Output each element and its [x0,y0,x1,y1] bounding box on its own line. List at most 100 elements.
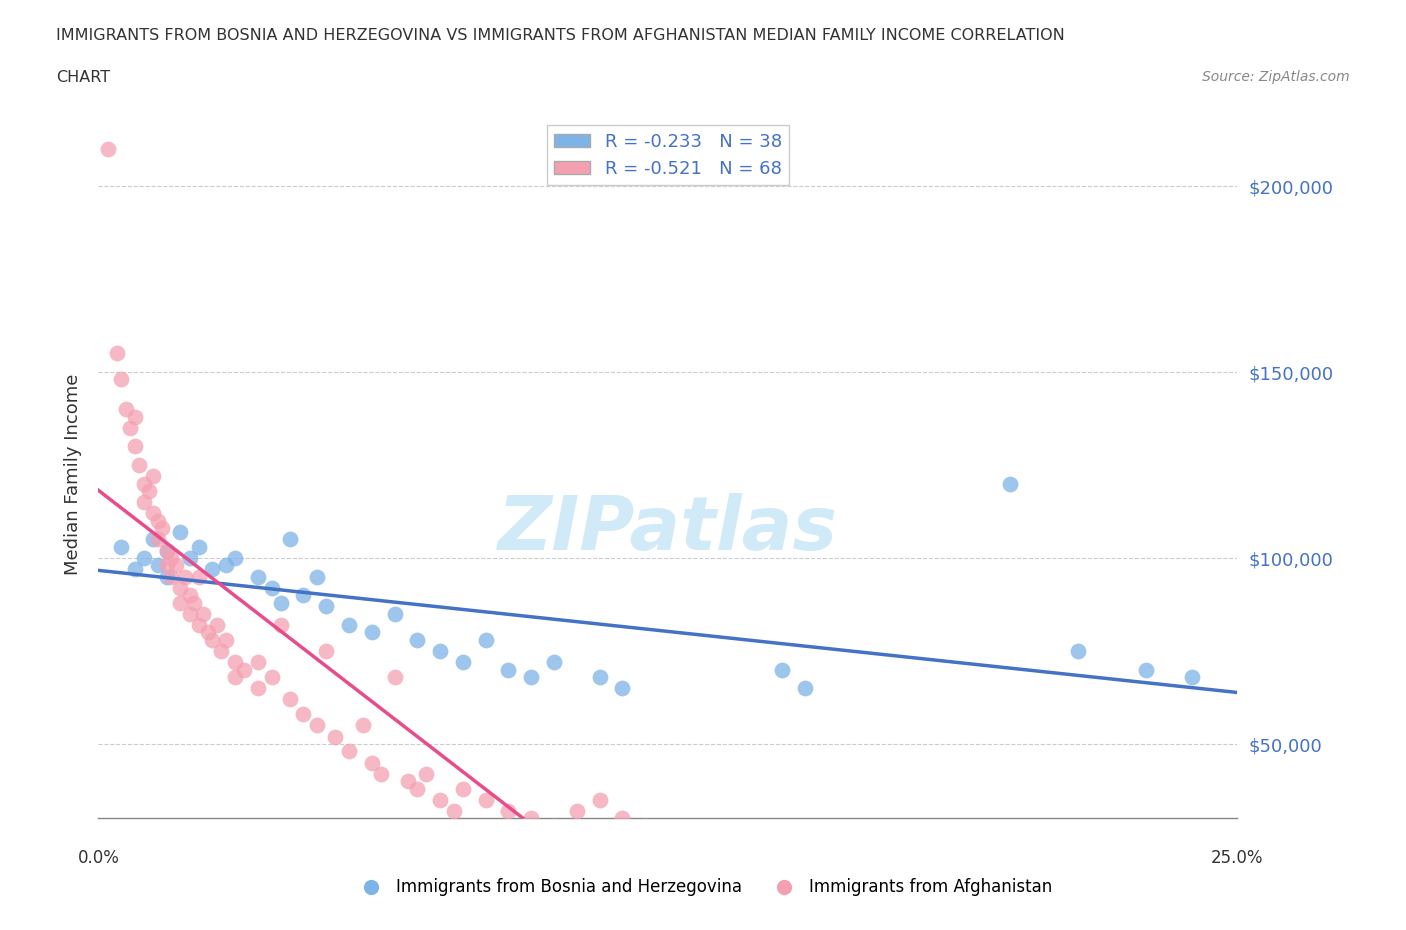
Point [150,521,173,536]
Point [370,766,392,781]
Point [128,458,150,472]
Point [384,670,406,684]
Point [657,826,679,841]
Point [156,543,179,558]
Point [114,402,136,417]
Text: ZIPatlas: ZIPatlas [498,493,838,565]
Point [406,632,429,647]
Point [142,532,165,547]
Point [337,618,360,632]
Point [146,513,169,528]
Point [1067,644,1090,658]
Point [209,644,232,658]
Point [233,662,256,677]
Point [998,476,1021,491]
Point [278,692,301,707]
Point [124,409,146,424]
Point [292,707,315,722]
Point [1135,662,1157,677]
Point [270,595,292,610]
Point [520,811,543,826]
Point [138,484,160,498]
Point [679,830,702,844]
Point [205,618,228,632]
Point [224,551,246,565]
Point [132,495,155,510]
Point [132,551,155,565]
Point [201,562,224,577]
Point [124,562,146,577]
Point [520,670,543,684]
Point [634,818,657,833]
Point [183,595,205,610]
Point [224,655,246,670]
Point [406,781,429,796]
Point [124,439,146,454]
Point [543,818,565,833]
Point [270,618,292,632]
Point [160,551,183,565]
Point [169,595,191,610]
Point [146,532,169,547]
Point [260,670,283,684]
Point [179,588,201,603]
Point [160,569,183,584]
Point [793,681,815,696]
Point [498,662,520,677]
Point [612,811,634,826]
Point [443,804,465,818]
Point [429,644,451,658]
Point [307,718,329,733]
Point [474,632,496,647]
Point [384,606,406,621]
Point [187,539,209,554]
Point [360,625,382,640]
Point [142,469,165,484]
Point [451,655,474,670]
Point [323,729,346,744]
Point [260,580,283,595]
Point [169,525,191,539]
Point [278,532,301,547]
Point [201,632,224,647]
Point [612,681,634,696]
Point [156,558,179,573]
Point [770,662,793,677]
Point [498,804,520,818]
Y-axis label: Median Family Income: Median Family Income [65,374,83,575]
Point [246,655,269,670]
Point [315,644,337,658]
Point [146,558,169,573]
Point [543,655,565,670]
Point [588,670,610,684]
Point [337,744,360,759]
Point [315,599,337,614]
Point [246,569,269,584]
Point [215,632,238,647]
Legend: R = -0.233   N = 38, R = -0.521   N = 68: R = -0.233 N = 38, R = -0.521 N = 68 [547,126,789,185]
Point [307,569,329,584]
Point [215,558,238,573]
Point [474,792,496,807]
Text: Source: ZipAtlas.com: Source: ZipAtlas.com [1202,70,1350,84]
Point [169,580,191,595]
Text: 25.0%: 25.0% [1211,849,1264,867]
Point [96,141,118,156]
Point [156,543,179,558]
Point [588,792,610,807]
Point [197,625,219,640]
Legend: Immigrants from Bosnia and Herzegovina, Immigrants from Afghanistan: Immigrants from Bosnia and Herzegovina, … [347,871,1059,903]
Point [360,755,382,770]
Point [165,558,187,573]
Point [451,781,474,796]
Point [352,718,374,733]
Point [396,774,419,789]
Point [110,372,132,387]
Point [292,588,315,603]
Point [187,569,209,584]
Point [179,606,201,621]
Point [415,766,437,781]
Point [174,569,197,584]
Point [105,346,128,361]
Text: IMMIGRANTS FROM BOSNIA AND HERZEGOVINA VS IMMIGRANTS FROM AFGHANISTAN MEDIAN FAM: IMMIGRANTS FROM BOSNIA AND HERZEGOVINA V… [56,28,1064,43]
